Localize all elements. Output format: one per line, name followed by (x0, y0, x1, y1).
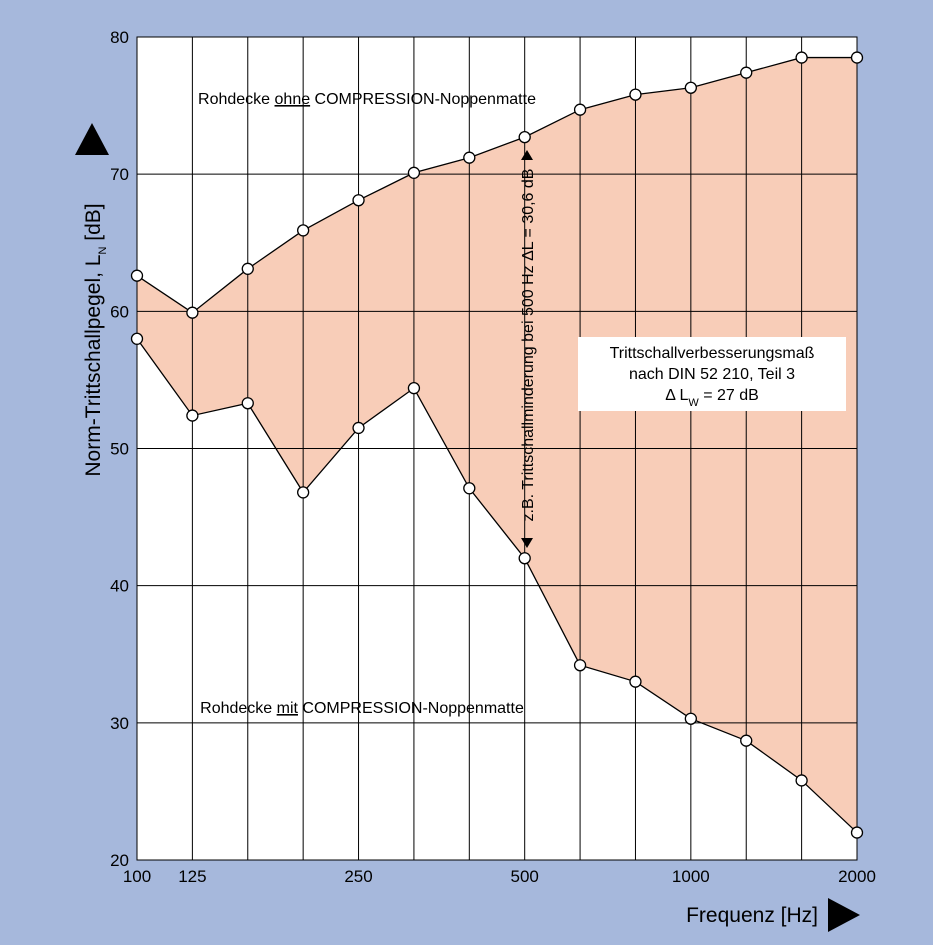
series-label: Rohdecke ohne COMPRESSION-Noppenmatte (198, 91, 536, 108)
plot-frame (136, 36, 858, 861)
text-part: Trittschallverbesserungsmaß (610, 345, 815, 362)
y-tick-label: 40 (110, 577, 129, 596)
series-label: Rohdecke mit COMPRESSION-Noppenmatte (200, 700, 524, 717)
x-tick-label: 1000 (672, 867, 710, 886)
point (850, 826, 864, 839)
point (297, 486, 310, 499)
y-tick-label: 30 (110, 714, 129, 733)
point (186, 306, 199, 319)
text-part: N (97, 247, 109, 255)
point (407, 166, 421, 179)
point (795, 51, 808, 64)
line (136, 56, 857, 314)
text-part: mit (277, 700, 299, 717)
y-tick-label: 60 (110, 302, 129, 321)
point (518, 552, 531, 565)
point (629, 675, 642, 688)
point (352, 421, 365, 435)
text-part: COMPRESSION-Noppenmatte (298, 700, 524, 717)
point (130, 332, 144, 345)
point (297, 224, 310, 237)
x-tick-label: 125 (178, 867, 206, 886)
point (241, 262, 254, 275)
point (241, 397, 254, 410)
point (684, 712, 697, 725)
point (573, 103, 587, 116)
annotation-box (578, 337, 846, 411)
y-tick-label: 80 (110, 28, 129, 47)
text-part: Rohdecke (198, 91, 275, 108)
point (463, 482, 476, 495)
point (407, 381, 421, 395)
text-part: z.B. Trittschallminderung bei 500 Hz ΔL … (520, 169, 537, 522)
annotation-arrow (521, 538, 533, 548)
text-part: = 27 dB (699, 387, 759, 404)
annotation: Δ LW = 27 dB (665, 387, 759, 409)
point (740, 734, 753, 747)
y-tick-label: 70 (110, 165, 129, 184)
y-tick-label: 50 (110, 440, 129, 459)
x-tick-label: 100 (123, 867, 151, 886)
y-axis-label: Norm-Trittschallpegel, LN [dB] (82, 203, 109, 476)
point (186, 409, 199, 422)
text-part: COMPRESSION-Noppenmatte (310, 91, 536, 108)
x-tick-label: 500 (511, 867, 539, 886)
annotation: Trittschallverbesserungsmaß (610, 345, 815, 362)
point (684, 81, 697, 94)
point (130, 269, 144, 282)
x-axis-arrow (828, 898, 860, 932)
point (850, 51, 864, 64)
annotation-arrow (521, 150, 533, 160)
y-axis-arrow (75, 123, 109, 155)
x-tick-label: 2000 (838, 867, 876, 886)
text-part: Δ L (665, 387, 688, 404)
x-tick-label: 250 (344, 867, 372, 886)
x-axis-label: Frequenz [Hz] (686, 904, 818, 927)
text-part: [dB] (82, 203, 105, 246)
fill-between (137, 57, 857, 833)
point (352, 194, 365, 207)
line (136, 338, 858, 834)
text-part: W (688, 397, 699, 409)
point (740, 66, 753, 79)
text-part: Rohdecke (200, 700, 277, 717)
point (463, 151, 476, 164)
annotation: z.B. Trittschallminderung bei 500 Hz ΔL … (520, 169, 537, 522)
point (629, 88, 642, 101)
text-part: ohne (275, 91, 311, 108)
annotation: nach DIN 52 210, Teil 3 (629, 366, 795, 383)
text-part: nach DIN 52 210, Teil 3 (629, 366, 795, 383)
point (795, 774, 808, 787)
text-part: Norm-Trittschallpegel, L (82, 255, 105, 477)
point (518, 130, 531, 144)
point (573, 659, 587, 672)
y-tick-label: 20 (110, 851, 129, 870)
